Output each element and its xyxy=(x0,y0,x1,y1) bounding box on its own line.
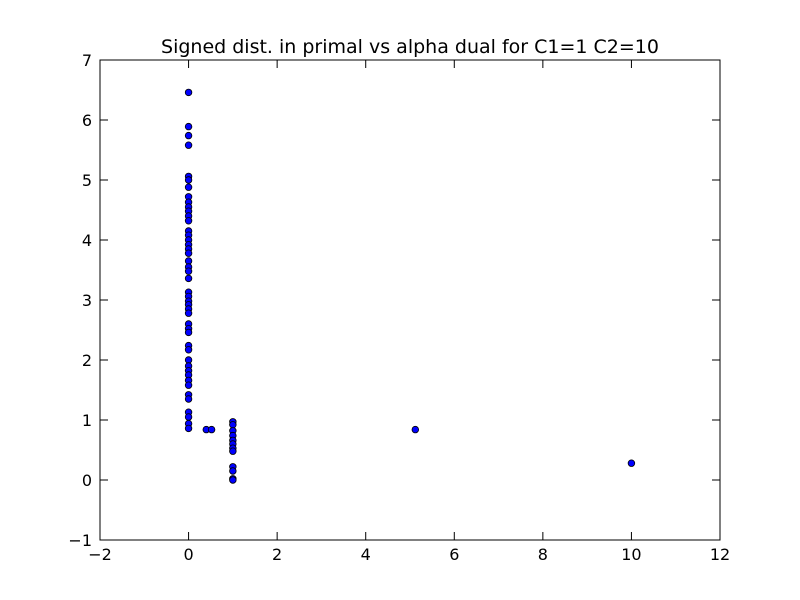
axes-frame xyxy=(99,59,721,541)
data-point xyxy=(229,476,237,484)
data-point xyxy=(184,424,193,433)
y-tick-label: 6 xyxy=(82,111,92,130)
y-tick-label: −1 xyxy=(68,531,92,550)
y-tick-label: 1 xyxy=(82,411,92,430)
data-point xyxy=(184,88,193,97)
data-point xyxy=(184,274,193,283)
data-point xyxy=(184,395,193,403)
data-point xyxy=(184,131,193,140)
x-tick-label: 6 xyxy=(449,545,459,564)
data-point xyxy=(184,267,193,275)
x-tick-label: 2 xyxy=(272,545,282,564)
data-point xyxy=(184,176,193,184)
y-tick-label: 2 xyxy=(82,351,92,370)
x-tick-label: 12 xyxy=(710,545,730,564)
data-point xyxy=(184,413,193,421)
chart-title: Signed dist. in primal vs alpha dual for… xyxy=(161,36,659,58)
data-point xyxy=(411,425,420,434)
data-point xyxy=(229,447,237,455)
x-tick-label: −2 xyxy=(88,545,112,564)
x-tick-label: 8 xyxy=(538,545,548,564)
data-point xyxy=(627,459,636,467)
x-tick-label: 4 xyxy=(361,545,371,564)
data-point xyxy=(184,381,193,389)
y-tick-label: 7 xyxy=(82,51,92,70)
data-point xyxy=(184,309,193,317)
data-point xyxy=(184,217,193,225)
data-point xyxy=(184,346,193,354)
data-point xyxy=(184,328,193,337)
data-point xyxy=(229,467,237,475)
data-point xyxy=(184,122,193,131)
y-tick-label: 3 xyxy=(82,291,92,310)
data-point xyxy=(207,425,216,434)
data-point xyxy=(184,141,193,149)
y-tick-label: 4 xyxy=(82,231,92,250)
y-tick-label: 0 xyxy=(82,471,92,490)
data-point xyxy=(184,183,193,191)
plot-background xyxy=(100,60,720,540)
x-tick-label: 10 xyxy=(621,545,641,564)
y-tick-label: 5 xyxy=(82,171,92,190)
x-tick-label: 0 xyxy=(183,545,193,564)
data-point xyxy=(184,249,193,257)
